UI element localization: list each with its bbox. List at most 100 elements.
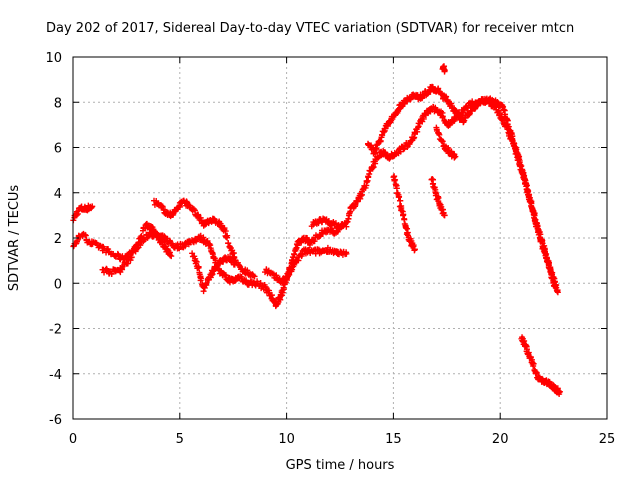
data-point bbox=[526, 191, 533, 198]
data-point bbox=[365, 174, 372, 181]
series-track-f bbox=[262, 244, 350, 287]
data-point bbox=[206, 240, 213, 247]
data-point bbox=[343, 223, 350, 230]
data-point bbox=[528, 200, 535, 207]
chart-title: Day 202 of 2017, Sidereal Day-to-day VTE… bbox=[46, 21, 574, 36]
y-axis-label: SDTVAR / TECUs bbox=[7, 185, 22, 292]
data-point bbox=[286, 271, 293, 278]
data-point bbox=[554, 289, 561, 296]
data-point bbox=[357, 192, 364, 199]
data-point bbox=[244, 267, 251, 274]
data-point bbox=[250, 272, 257, 279]
axis-ticks: 0 5 10 15 20 25 -6 -4 -2 0 2 4 6 8 10 bbox=[45, 51, 615, 447]
data-point bbox=[225, 240, 232, 247]
x-tick-label: 20 bbox=[492, 432, 509, 447]
data-point bbox=[370, 164, 377, 171]
x-tick-label: 25 bbox=[599, 432, 616, 447]
series-track-k bbox=[433, 124, 459, 161]
data-point bbox=[530, 363, 537, 370]
data-point bbox=[521, 337, 528, 344]
data-point bbox=[509, 136, 516, 143]
data-point bbox=[343, 250, 350, 257]
data-point bbox=[243, 277, 250, 284]
data-point bbox=[203, 282, 210, 289]
data-point bbox=[82, 231, 89, 238]
data-point bbox=[552, 284, 559, 291]
data-point bbox=[557, 388, 564, 395]
data-point bbox=[220, 258, 227, 265]
data-point bbox=[401, 215, 408, 222]
data-point bbox=[291, 261, 298, 268]
data-point bbox=[400, 212, 407, 219]
series-track-b bbox=[70, 221, 348, 310]
data-point bbox=[289, 266, 296, 273]
data-point bbox=[439, 113, 446, 120]
data-point bbox=[167, 252, 174, 259]
y-tick-label: -4 bbox=[49, 368, 62, 383]
data-point bbox=[202, 221, 209, 228]
data-point bbox=[503, 123, 510, 130]
series-track-j bbox=[428, 176, 448, 219]
series-track-i bbox=[390, 173, 418, 254]
y-tick-label: 6 bbox=[54, 142, 62, 157]
y-tick-label: 2 bbox=[54, 232, 62, 247]
data-point bbox=[398, 207, 405, 214]
x-tick-label: 10 bbox=[278, 432, 295, 447]
data-point bbox=[380, 129, 387, 136]
data-point bbox=[223, 233, 230, 240]
data-point bbox=[435, 85, 442, 92]
data-point bbox=[115, 251, 122, 258]
data-point bbox=[210, 215, 217, 222]
series-track-m bbox=[518, 334, 564, 398]
data-point bbox=[377, 137, 384, 144]
series-track-a bbox=[70, 202, 96, 224]
y-tick-label: 10 bbox=[45, 51, 62, 66]
data-point bbox=[168, 253, 175, 260]
x-tick-label: 15 bbox=[385, 432, 402, 447]
y-tick-label: -6 bbox=[49, 413, 62, 428]
data-point bbox=[138, 232, 145, 239]
data-point bbox=[397, 197, 404, 204]
series-track-e bbox=[189, 250, 258, 295]
data-point bbox=[358, 191, 365, 198]
data-point bbox=[319, 230, 326, 237]
data-point bbox=[420, 115, 427, 122]
data-point bbox=[496, 109, 503, 116]
data-point bbox=[411, 246, 418, 253]
data-point bbox=[291, 251, 298, 258]
data-point bbox=[381, 127, 388, 134]
series-track-l bbox=[439, 63, 448, 75]
data-point bbox=[279, 280, 286, 287]
data-points bbox=[70, 63, 564, 398]
data-point bbox=[129, 248, 136, 255]
y-tick-label: 8 bbox=[54, 96, 62, 111]
data-point bbox=[441, 67, 448, 74]
y-tick-label: 4 bbox=[54, 187, 62, 202]
data-point bbox=[372, 150, 379, 157]
data-point bbox=[352, 201, 359, 208]
data-point bbox=[108, 271, 115, 278]
data-point bbox=[536, 229, 543, 236]
y-tick-label: -2 bbox=[49, 323, 62, 338]
data-point bbox=[452, 153, 459, 160]
data-point bbox=[89, 203, 96, 210]
series-track-d bbox=[151, 197, 239, 264]
data-point bbox=[137, 234, 144, 241]
y-tick-label: 0 bbox=[54, 277, 62, 292]
data-point bbox=[344, 218, 351, 225]
x-tick-label: 5 bbox=[176, 432, 184, 447]
data-point bbox=[443, 93, 450, 100]
data-point bbox=[444, 96, 451, 103]
series-track-c bbox=[99, 220, 175, 278]
data-point bbox=[315, 220, 322, 227]
data-point bbox=[395, 194, 402, 201]
x-axis-label: GPS time / hours bbox=[286, 458, 395, 473]
data-point bbox=[276, 296, 283, 303]
data-point bbox=[545, 258, 552, 265]
data-point bbox=[208, 247, 215, 254]
data-point bbox=[224, 234, 231, 241]
data-point bbox=[227, 254, 234, 261]
data-point bbox=[280, 286, 287, 293]
data-point bbox=[531, 212, 538, 219]
